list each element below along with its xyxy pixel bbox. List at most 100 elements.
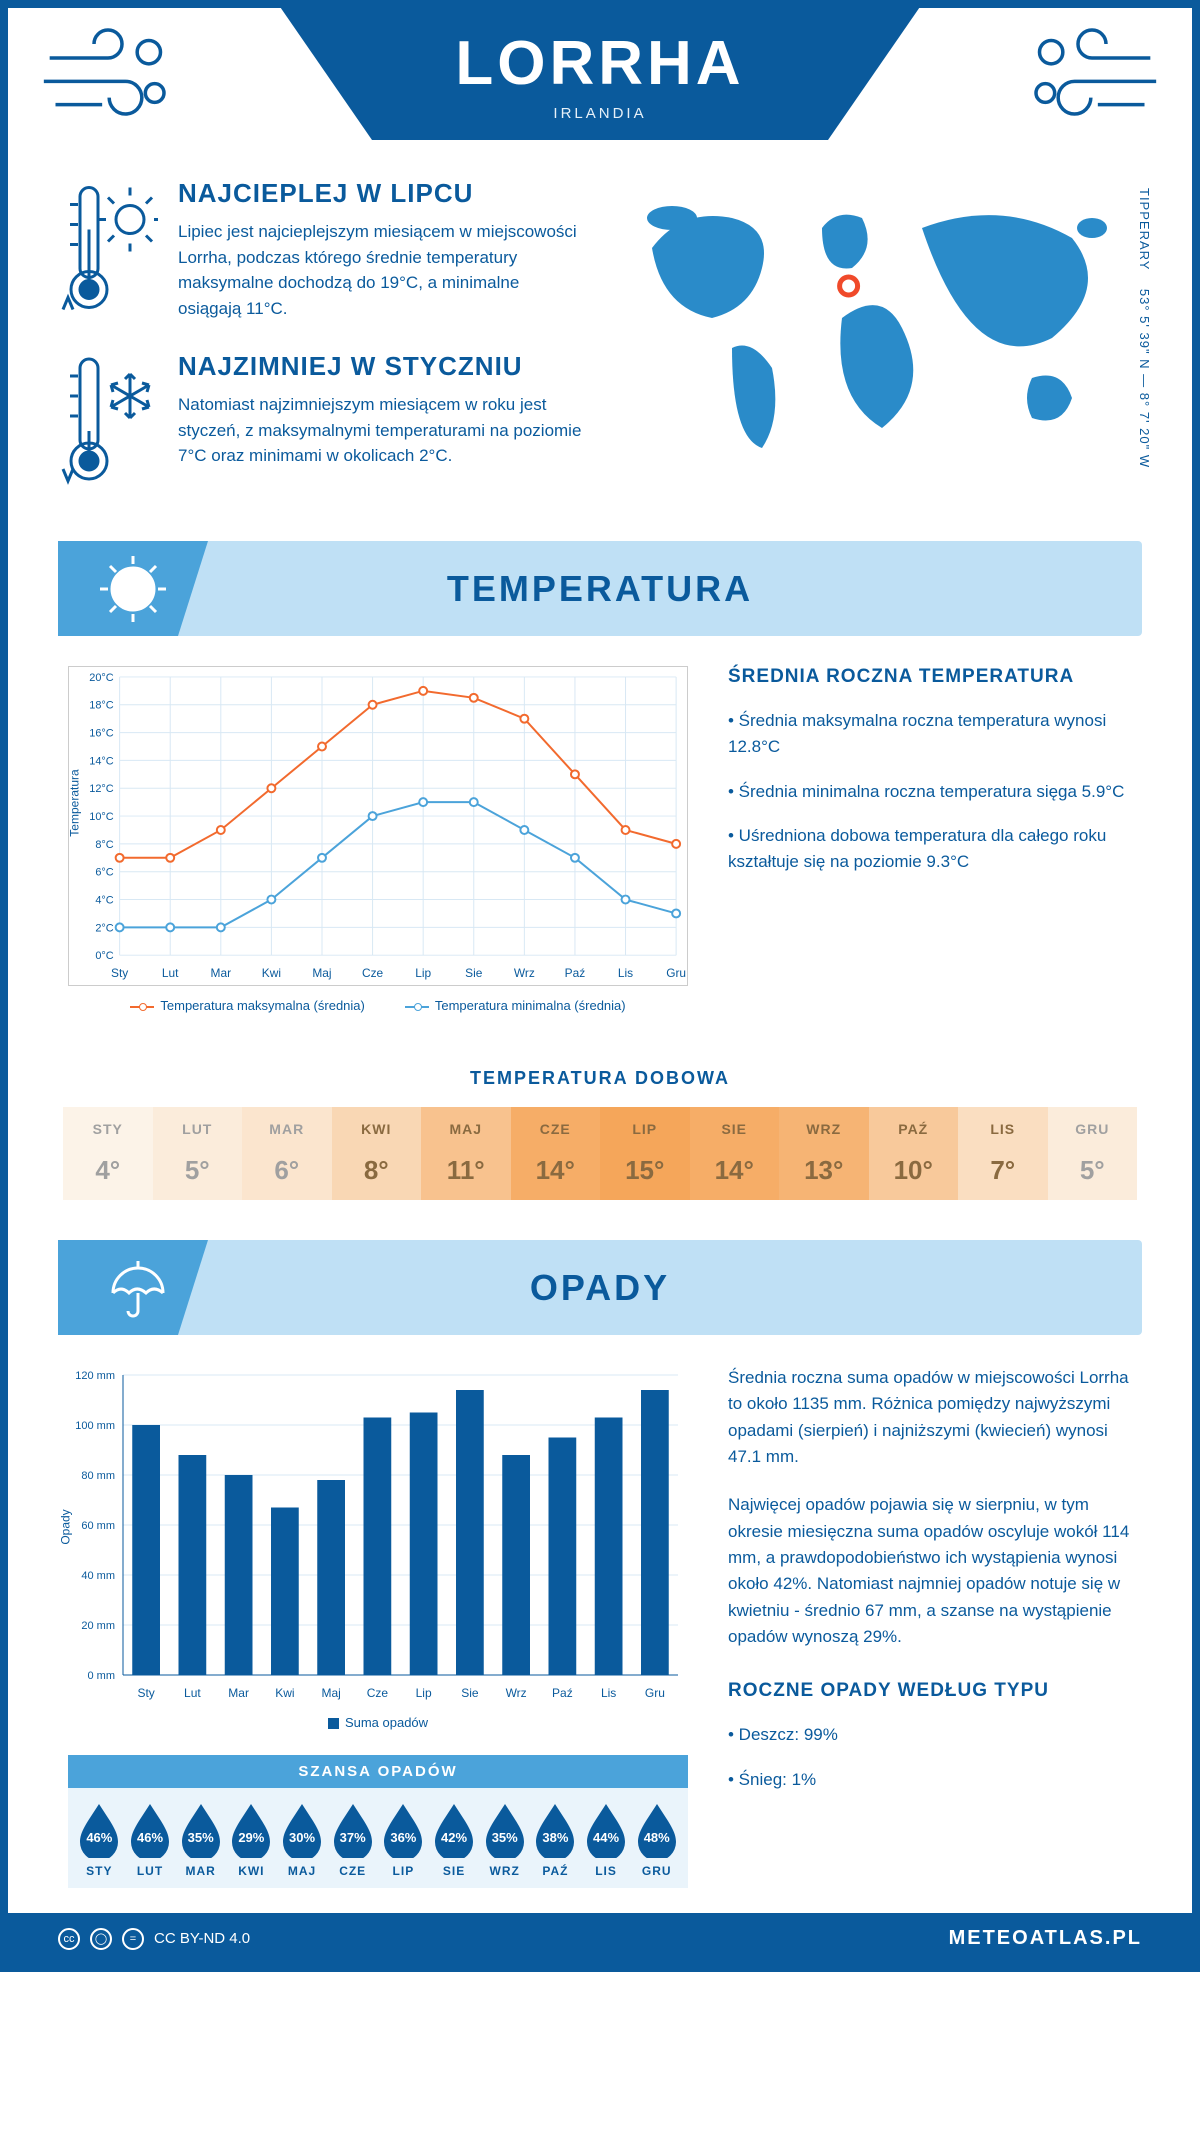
temperature-section-header: TEMPERATURA xyxy=(58,541,1142,636)
license: cc ◯ = CC BY-ND 4.0 xyxy=(58,1928,250,1950)
intro-row: NAJCIEPLEJ W LIPCU Lipiec jest najcieple… xyxy=(8,158,1192,531)
temperature-line-chart: Temperatura 0°C2°C4°C6°C8°C10°C12°C14°C1… xyxy=(68,666,688,986)
svg-text:Lip: Lip xyxy=(415,966,431,980)
cold-fact-text: Natomiast najzimniejszym miesiącem w rok… xyxy=(178,392,582,469)
legend-item: span.sw[style*='#4ba3da']::before{border… xyxy=(405,998,626,1013)
coordinates: TIPPERARY 53° 5' 39" N — 8° 7' 20" W xyxy=(1137,188,1152,468)
header: LORRHA IRLANDIA xyxy=(8,8,1192,158)
city-title: LORRHA xyxy=(220,28,980,99)
daily-temp-cell: GRU5° xyxy=(1048,1107,1138,1200)
precip-summary: Średnia roczna suma opadów w miejscowośc… xyxy=(728,1365,1132,1888)
svg-text:Mar: Mar xyxy=(228,1686,249,1700)
svg-text:4°C: 4°C xyxy=(95,895,113,907)
cold-fact-title: NAJZIMNIEJ W STYCZNIU xyxy=(178,351,582,382)
license-text: CC BY-ND 4.0 xyxy=(154,1930,250,1947)
svg-text:Gru: Gru xyxy=(645,1686,665,1700)
svg-text:Maj: Maj xyxy=(312,966,331,980)
daily-temp-cell: WRZ13° xyxy=(779,1107,869,1200)
svg-text:Paź: Paź xyxy=(565,966,586,980)
svg-text:20°C: 20°C xyxy=(89,672,114,684)
precip-type-title: ROCZNE OPADY WEDŁUG TYPU xyxy=(728,1680,1132,1702)
chart-ylabel: Opady xyxy=(59,1509,73,1544)
nd-icon: = xyxy=(122,1928,144,1950)
svg-text:0°C: 0°C xyxy=(95,950,113,962)
warm-fact-text: Lipiec jest najcieplejszym miesiącem w m… xyxy=(178,219,582,321)
bullet: • Średnia maksymalna roczna temperatura … xyxy=(728,708,1132,761)
bullet: • Średnia minimalna roczna temperatura s… xyxy=(728,779,1132,805)
rain-chance-cell: 30%MAJ xyxy=(277,1802,328,1878)
svg-text:Lut: Lut xyxy=(162,966,179,980)
chart-ylabel: Temperatura xyxy=(68,769,82,836)
daily-temp-cell: MAR6° xyxy=(242,1107,332,1200)
rain-chance-cell: 42%SIE xyxy=(429,1802,480,1878)
svg-text:40 mm: 40 mm xyxy=(81,1570,115,1582)
svg-text:Cze: Cze xyxy=(362,966,384,980)
svg-text:8°C: 8°C xyxy=(95,839,113,851)
svg-text:Gru: Gru xyxy=(666,966,686,980)
svg-text:80 mm: 80 mm xyxy=(81,1470,115,1482)
precip-section-header: OPADY xyxy=(58,1240,1142,1335)
svg-text:16°C: 16°C xyxy=(89,728,114,740)
daily-temp-cell: LIS7° xyxy=(958,1107,1048,1200)
daily-temp-cell: STY4° xyxy=(63,1107,153,1200)
precip-title: OPADY xyxy=(530,1267,670,1309)
svg-text:14°C: 14°C xyxy=(89,755,114,767)
svg-text:Kwi: Kwi xyxy=(262,966,281,980)
svg-text:Wrz: Wrz xyxy=(506,1686,527,1700)
umbrella-icon xyxy=(98,1253,168,1323)
svg-text:Lis: Lis xyxy=(601,1686,616,1700)
rain-chance-panel: SZANSA OPADÓW 46%STY46%LUT35%MAR29%KWI30… xyxy=(68,1755,688,1888)
svg-text:Sty: Sty xyxy=(137,1686,154,1700)
svg-text:Paź: Paź xyxy=(552,1686,573,1700)
svg-text:12°C: 12°C xyxy=(89,783,114,795)
svg-text:Lis: Lis xyxy=(618,966,633,980)
svg-text:Lip: Lip xyxy=(416,1686,432,1700)
country-subtitle: IRLANDIA xyxy=(220,105,980,122)
rain-chance-cell: 46%STY xyxy=(74,1802,125,1878)
svg-text:Sie: Sie xyxy=(461,1686,479,1700)
cold-fact: NAJZIMNIEJ W STYCZNIU Natomiast najzimni… xyxy=(58,351,582,491)
bullet: • Uśredniona dobowa temperatura dla całe… xyxy=(728,823,1132,876)
by-icon: ◯ xyxy=(90,1928,112,1950)
svg-text:Lut: Lut xyxy=(184,1686,201,1700)
daily-temp-title: TEMPERATURA DOBOWA xyxy=(8,1068,1192,1089)
daily-temp-table: STY4°LUT5°MAR6°KWI8°MAJ11°CZE14°LIP15°SI… xyxy=(63,1107,1137,1200)
footer: cc ◯ = CC BY-ND 4.0 METEOATLAS.PL xyxy=(8,1913,1192,1964)
precip-block: Opady 0 mm20 mm40 mm60 mm80 mm100 mm120 … xyxy=(8,1365,1192,1913)
sun-icon xyxy=(98,554,168,624)
thermometer-hot-icon xyxy=(58,178,158,321)
rain-chance-cell: 37%CZE xyxy=(327,1802,378,1878)
thermometer-cold-icon xyxy=(58,351,158,491)
legend-item: span.sw[style*='#f26a2e']::before{border… xyxy=(130,998,364,1013)
svg-text:0 mm: 0 mm xyxy=(88,1670,116,1682)
svg-text:Maj: Maj xyxy=(321,1686,340,1700)
rain-chance-cell: 44%LIS xyxy=(581,1802,632,1878)
chart-legend: span.sw[style*='#f26a2e']::before{border… xyxy=(68,998,688,1013)
rain-chance-cell: 46%LUT xyxy=(125,1802,176,1878)
wind-icon xyxy=(38,23,178,128)
daily-temp-cell: LIP15° xyxy=(600,1107,690,1200)
svg-text:Sie: Sie xyxy=(465,966,483,980)
svg-text:120 mm: 120 mm xyxy=(75,1370,115,1382)
svg-text:100 mm: 100 mm xyxy=(75,1420,115,1432)
annual-temp-title: ŚREDNIA ROCZNA TEMPERATURA xyxy=(728,666,1132,688)
temperature-block: Temperatura 0°C2°C4°C6°C8°C10°C12°C14°C1… xyxy=(8,666,1192,1033)
paragraph: Średnia roczna suma opadów w miejscowośc… xyxy=(728,1365,1132,1470)
rain-chance-cell: 48%GRU xyxy=(631,1802,682,1878)
rain-chance-cell: 35%MAR xyxy=(175,1802,226,1878)
temperature-summary: ŚREDNIA ROCZNA TEMPERATURA • Średnia mak… xyxy=(728,666,1132,1013)
bar-legend: Suma opadów xyxy=(68,1715,688,1730)
warm-fact-title: NAJCIEPLEJ W LIPCU xyxy=(178,178,582,209)
svg-text:60 mm: 60 mm xyxy=(81,1520,115,1532)
rain-chance-title: SZANSA OPADÓW xyxy=(68,1755,688,1788)
site-name: METEOATLAS.PL xyxy=(949,1927,1142,1950)
infographic-frame: LORRHA IRLANDIA NAJCIEPLEJ W L xyxy=(0,0,1200,1972)
svg-text:Mar: Mar xyxy=(211,966,232,980)
precip-bar-chart: Opady 0 mm20 mm40 mm60 mm80 mm100 mm120 … xyxy=(68,1365,688,1705)
warm-fact: NAJCIEPLEJ W LIPCU Lipiec jest najcieple… xyxy=(58,178,582,321)
svg-text:6°C: 6°C xyxy=(95,867,113,879)
world-map: TIPPERARY 53° 5' 39" N — 8° 7' 20" W xyxy=(612,178,1142,521)
svg-text:Kwi: Kwi xyxy=(275,1686,294,1700)
svg-text:2°C: 2°C xyxy=(95,922,113,934)
daily-temp-cell: KWI8° xyxy=(332,1107,422,1200)
